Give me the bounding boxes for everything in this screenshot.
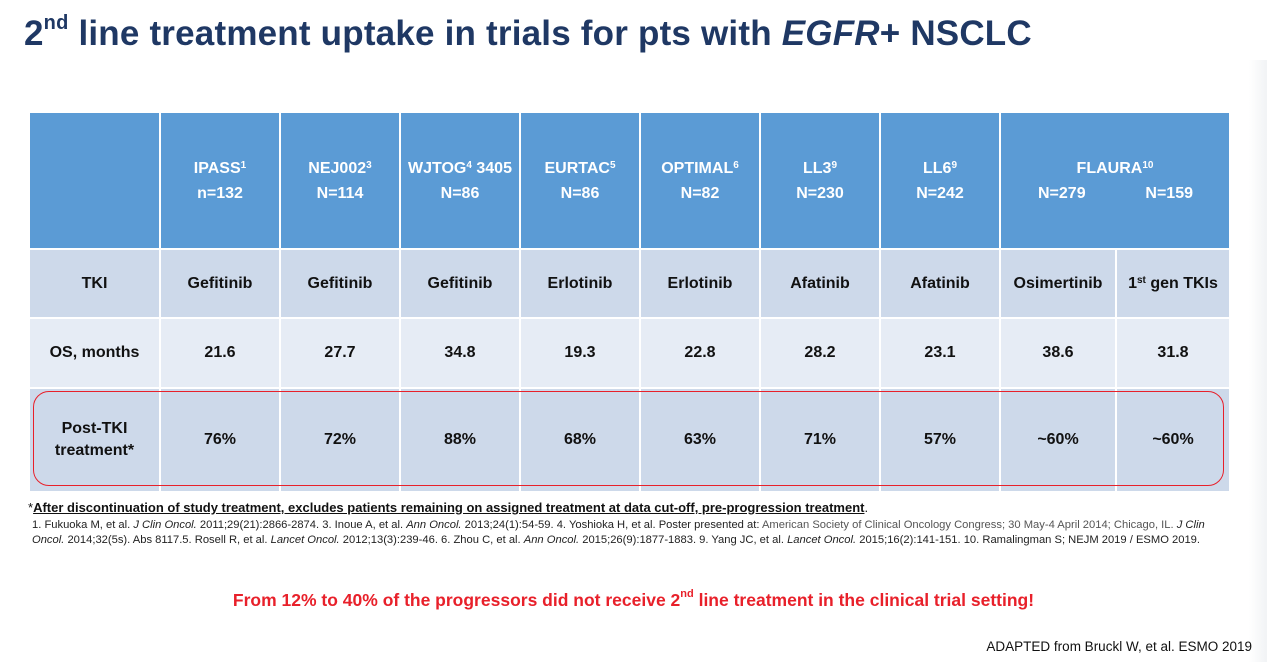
- tki-cell: Osimertinib: [999, 248, 1117, 319]
- post-cell: 76%: [159, 387, 281, 493]
- row-label-post-tki: Post-TKI treatment*: [28, 387, 161, 493]
- os-cell: 27.7: [279, 317, 401, 389]
- post-cell: 88%: [399, 387, 521, 493]
- header-corner: [28, 111, 161, 250]
- header-nej002: NEJ0023 N=114: [279, 111, 401, 250]
- header-flaura: FLAURA10 N=279 N=159: [999, 111, 1231, 250]
- os-cell: 38.6: [999, 317, 1117, 389]
- post-cell: 63%: [639, 387, 761, 493]
- row-label-os: OS, months: [28, 317, 161, 389]
- os-cell: 34.8: [399, 317, 521, 389]
- os-cell: 19.3: [519, 317, 641, 389]
- header-optimal: OPTIMAL6 N=82: [639, 111, 761, 250]
- tki-cell: Gefitinib: [159, 248, 281, 319]
- tki-row: TKI Gefitinib Gefitinib Gefitinib Erloti…: [28, 248, 1231, 319]
- row-label-tki: TKI: [28, 248, 161, 319]
- tki-cell: Erlotinib: [639, 248, 761, 319]
- header-ipass: IPASS1 n=132: [159, 111, 281, 250]
- post-cell: 57%: [879, 387, 1001, 493]
- header-ll3: LL39 N=230: [759, 111, 881, 250]
- decorative-edge: [1249, 60, 1267, 662]
- highlight-outline: [33, 391, 1224, 486]
- trials-table: IPASS1 n=132 NEJ0023 N=114 WJTOG4 3405 N=86…: [28, 111, 1231, 493]
- os-cell: 22.8: [639, 317, 761, 389]
- os-row: OS, months 21.6 27.7 34.8 19.3 22.8 28.2…: [28, 317, 1231, 389]
- post-cell: 71%: [759, 387, 881, 493]
- header-eurtac: EURTAC5 N=86: [519, 111, 641, 250]
- flaura-n-1stgen: N=159: [1145, 184, 1193, 202]
- footnote: *After discontinuation of study treatmen…: [28, 500, 869, 515]
- key-message: From 12% to 40% of the progressors did n…: [232, 588, 1035, 610]
- os-cell: 28.2: [759, 317, 881, 389]
- os-cell: 31.8: [1115, 317, 1231, 389]
- flaura-n-osimertinib: N=279: [1038, 184, 1086, 202]
- tki-cell: Gefitinib: [279, 248, 401, 319]
- post-cell: 72%: [279, 387, 401, 493]
- header-row: IPASS1 n=132 NEJ0023 N=114 WJTOG4 3405 N=86…: [28, 111, 1231, 250]
- tki-cell-1stgen: 1st gen TKIs: [1115, 248, 1231, 319]
- post-cell: ~60%: [999, 387, 1117, 493]
- post-tki-row: Post-TKI treatment* 76% 72% 88% 68% 63% 7…: [28, 387, 1231, 493]
- slide-title: 2nd line treatment uptake in trials for …: [24, 12, 1032, 53]
- header-wjtog: WJTOG4 3405 N=86: [399, 111, 521, 250]
- os-cell: 21.6: [159, 317, 281, 389]
- post-cell: 68%: [519, 387, 641, 493]
- source-credit: ADAPTED from Bruckl W, et al. ESMO 2019: [986, 639, 1252, 654]
- tki-cell: Gefitinib: [399, 248, 521, 319]
- tki-cell: Erlotinib: [519, 248, 641, 319]
- tki-cell: Afatinib: [759, 248, 881, 319]
- references: 1. Fukuoka M, et al. J Clin Oncol. 2011;…: [32, 519, 1205, 546]
- os-cell: 23.1: [879, 317, 1001, 389]
- tki-cell: Afatinib: [879, 248, 1001, 319]
- header-ll6: LL69 N=242: [879, 111, 1001, 250]
